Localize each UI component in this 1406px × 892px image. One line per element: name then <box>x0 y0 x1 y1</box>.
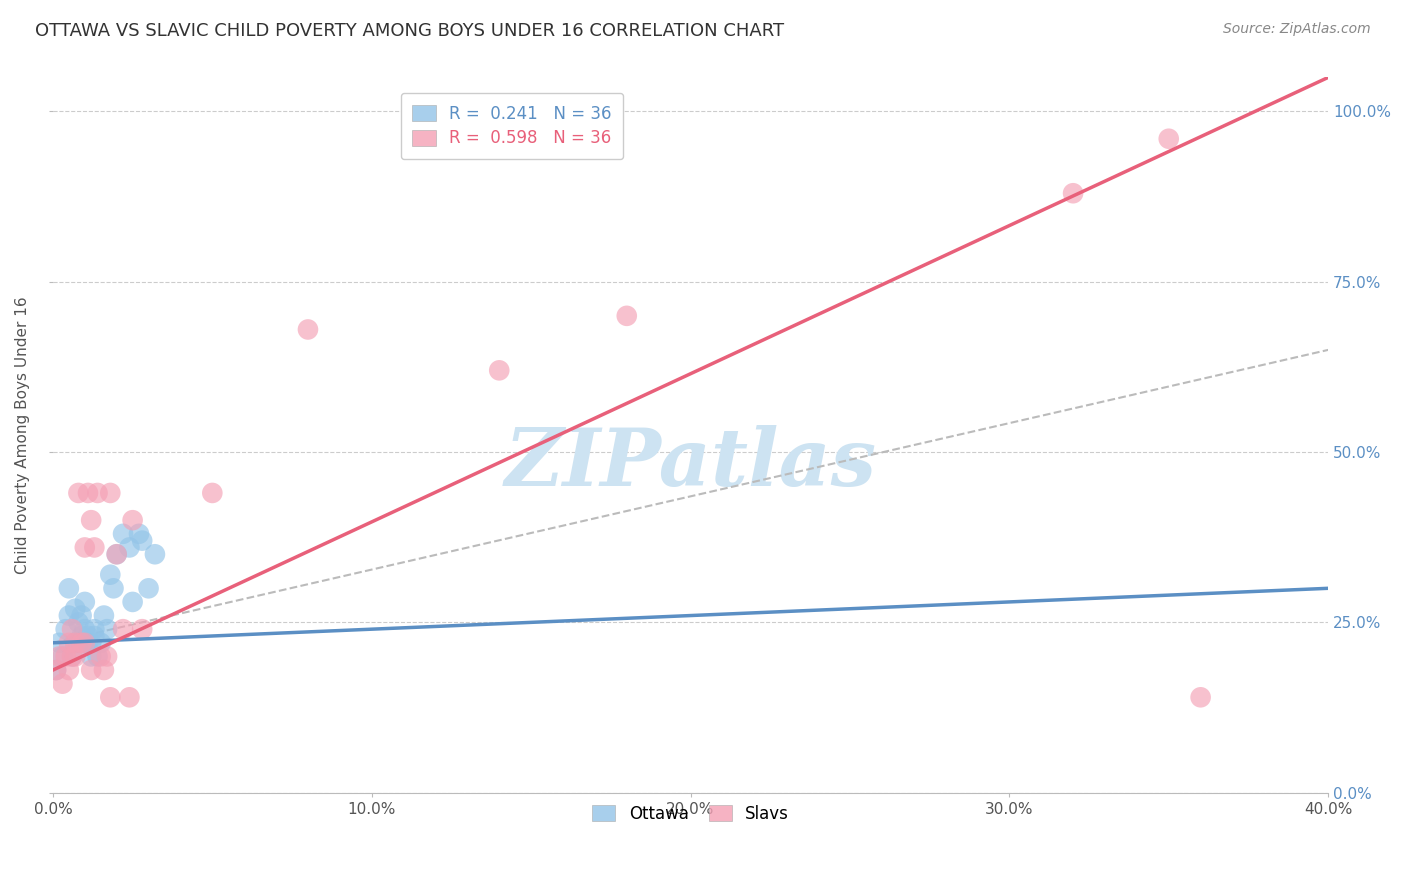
Point <box>55 622 77 636</box>
Point <box>67 615 90 630</box>
Point <box>98 690 121 705</box>
Point <box>58 608 80 623</box>
Point <box>1157 132 1180 146</box>
Point <box>55 649 77 664</box>
Point <box>70 629 93 643</box>
Point <box>80 663 103 677</box>
Point <box>60 649 83 664</box>
Point <box>90 649 112 664</box>
Point <box>201 486 224 500</box>
Point <box>77 486 100 500</box>
Point <box>51 676 73 690</box>
Point <box>58 636 80 650</box>
Point <box>65 649 87 664</box>
Point <box>143 547 166 561</box>
Point <box>70 636 93 650</box>
Point <box>73 622 96 636</box>
Point <box>45 663 67 677</box>
Point <box>70 608 93 623</box>
Point <box>121 595 143 609</box>
Point <box>80 513 103 527</box>
Point <box>93 663 115 677</box>
Point <box>48 649 70 664</box>
Point <box>60 649 83 664</box>
Point <box>118 690 141 705</box>
Point <box>103 582 125 596</box>
Point <box>118 541 141 555</box>
Point <box>77 629 100 643</box>
Point <box>65 636 87 650</box>
Point <box>65 601 87 615</box>
Point <box>105 547 128 561</box>
Point <box>58 582 80 596</box>
Point <box>297 322 319 336</box>
Point <box>616 309 638 323</box>
Point <box>1062 186 1084 201</box>
Point <box>90 636 112 650</box>
Point <box>51 649 73 664</box>
Point <box>60 622 83 636</box>
Point <box>138 582 160 596</box>
Point <box>83 629 105 643</box>
Point <box>105 547 128 561</box>
Point <box>488 363 510 377</box>
Point <box>73 636 96 650</box>
Point <box>86 486 108 500</box>
Point <box>48 636 70 650</box>
Legend: Ottawa, Slavs: Ottawa, Slavs <box>581 793 801 834</box>
Point <box>67 636 90 650</box>
Point <box>96 649 118 664</box>
Point <box>86 649 108 664</box>
Text: OTTAWA VS SLAVIC CHILD POVERTY AMONG BOYS UNDER 16 CORRELATION CHART: OTTAWA VS SLAVIC CHILD POVERTY AMONG BOY… <box>35 22 785 40</box>
Point <box>80 636 103 650</box>
Point <box>96 622 118 636</box>
Point <box>67 486 90 500</box>
Point <box>98 486 121 500</box>
Point <box>80 649 103 664</box>
Point <box>128 526 150 541</box>
Point <box>58 663 80 677</box>
Point <box>73 541 96 555</box>
Point <box>77 636 100 650</box>
Point <box>1189 690 1212 705</box>
Point <box>131 622 153 636</box>
Point <box>112 526 135 541</box>
Point <box>98 567 121 582</box>
Point <box>112 622 135 636</box>
Point <box>93 608 115 623</box>
Point <box>65 636 87 650</box>
Point <box>131 533 153 548</box>
Point <box>83 541 105 555</box>
Text: Source: ZipAtlas.com: Source: ZipAtlas.com <box>1223 22 1371 37</box>
Point <box>121 513 143 527</box>
Point <box>73 636 96 650</box>
Point <box>83 622 105 636</box>
Y-axis label: Child Poverty Among Boys Under 16: Child Poverty Among Boys Under 16 <box>15 296 30 574</box>
Text: ZIPatlas: ZIPatlas <box>505 425 876 502</box>
Point <box>73 595 96 609</box>
Point <box>45 663 67 677</box>
